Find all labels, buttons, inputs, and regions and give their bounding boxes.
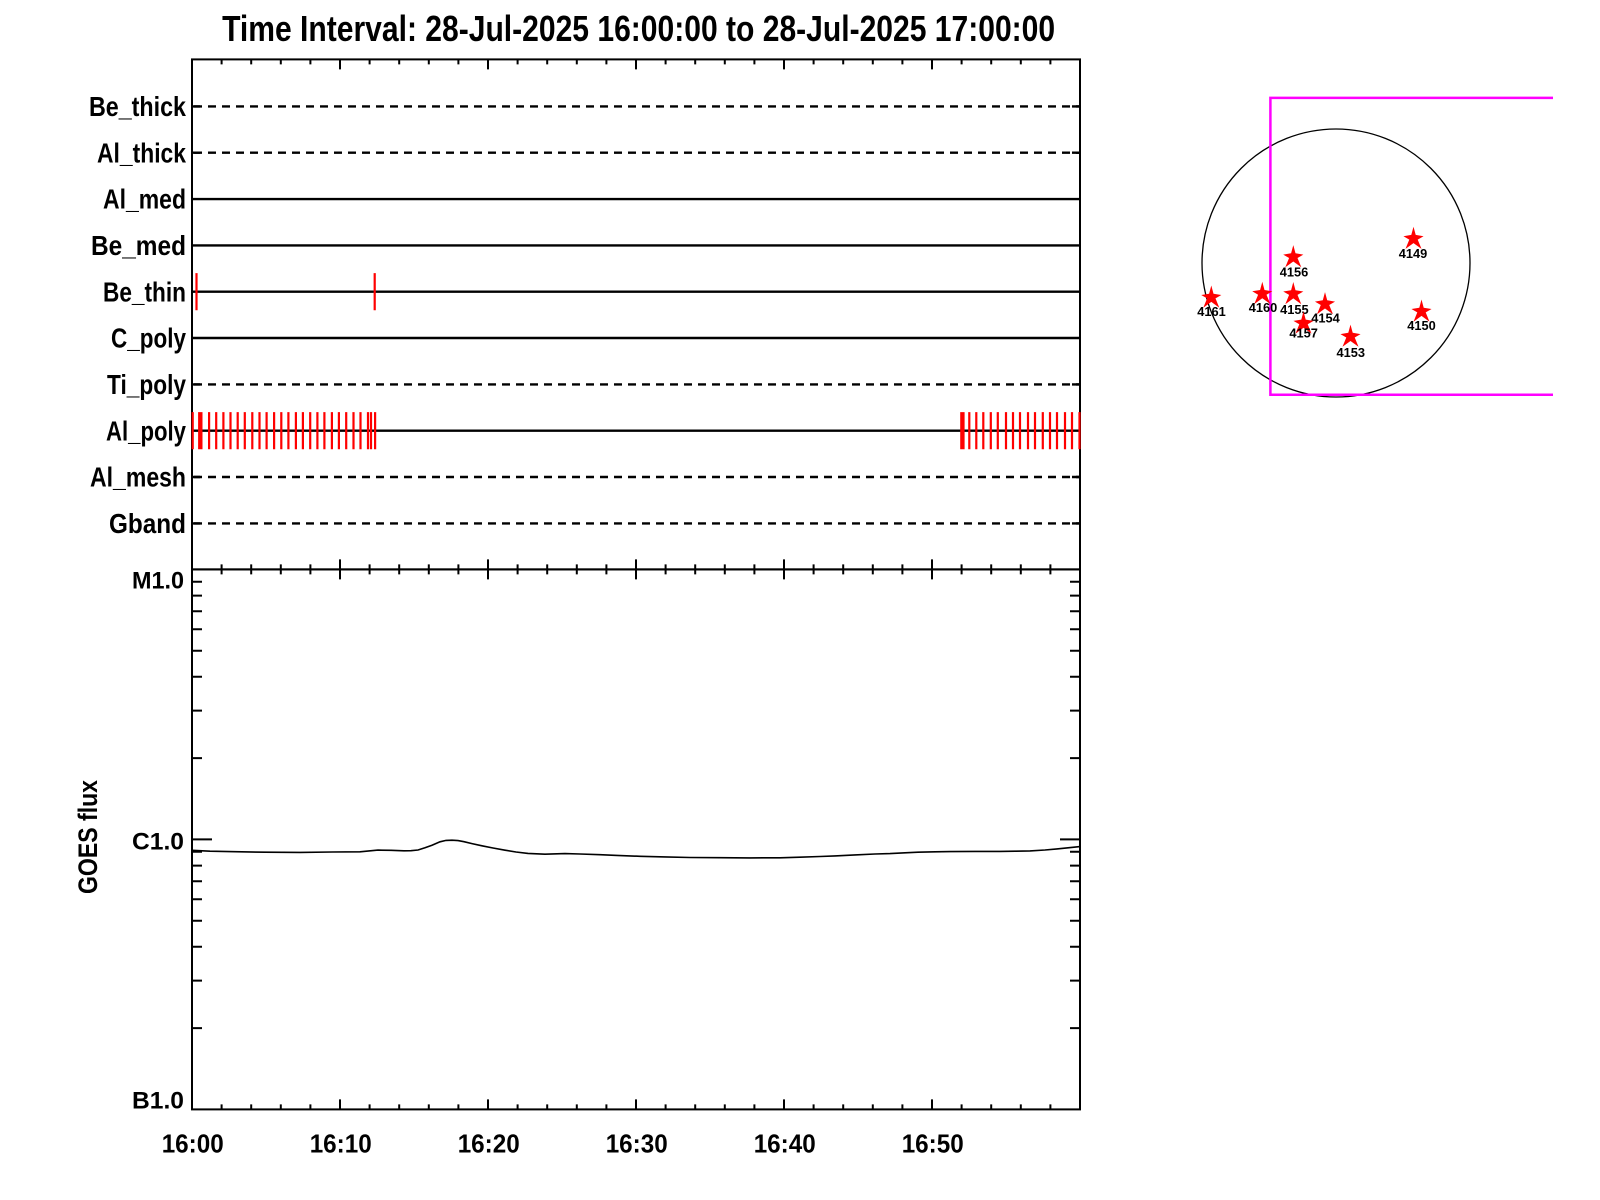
svg-text:Be_thick: Be_thick xyxy=(89,91,186,122)
svg-text:M1.0: M1.0 xyxy=(132,568,184,595)
svg-text:C1.0: C1.0 xyxy=(132,829,184,856)
svg-text:4154: 4154 xyxy=(1311,311,1340,325)
svg-text:16:00: 16:00 xyxy=(162,1129,224,1159)
svg-text:16:20: 16:20 xyxy=(458,1129,520,1159)
svg-text:Ti_poly: Ti_poly xyxy=(107,369,186,400)
svg-text:B1.0: B1.0 xyxy=(132,1088,184,1115)
svg-text:4160: 4160 xyxy=(1249,301,1278,315)
svg-text:4157: 4157 xyxy=(1289,326,1318,340)
svg-text:4156: 4156 xyxy=(1280,266,1309,280)
svg-text:4161: 4161 xyxy=(1197,305,1226,319)
svg-text:4155: 4155 xyxy=(1280,303,1309,317)
svg-text:16:40: 16:40 xyxy=(754,1129,816,1159)
svg-text:4149: 4149 xyxy=(1399,247,1428,261)
svg-text:16:10: 16:10 xyxy=(310,1129,372,1159)
svg-text:Be_med: Be_med xyxy=(91,230,186,261)
svg-text:16:30: 16:30 xyxy=(606,1129,668,1159)
svg-text:Be_thin: Be_thin xyxy=(103,276,186,307)
svg-text:4153: 4153 xyxy=(1337,346,1366,360)
svg-text:Gband: Gband xyxy=(109,508,186,539)
svg-text:Al_poly: Al_poly xyxy=(106,415,186,446)
svg-text:16:50: 16:50 xyxy=(902,1129,964,1159)
svg-text:C_poly: C_poly xyxy=(111,323,186,354)
svg-text:Al_mesh: Al_mesh xyxy=(90,462,186,493)
svg-text:Time Interval: 28-Jul-2025 16:: Time Interval: 28-Jul-2025 16:00:00 to 2… xyxy=(222,8,1055,49)
svg-text:4150: 4150 xyxy=(1407,319,1436,333)
svg-text:GOES flux: GOES flux xyxy=(73,780,103,894)
svg-text:Al_med: Al_med xyxy=(103,184,186,215)
svg-text:Al_thick: Al_thick xyxy=(97,137,186,168)
